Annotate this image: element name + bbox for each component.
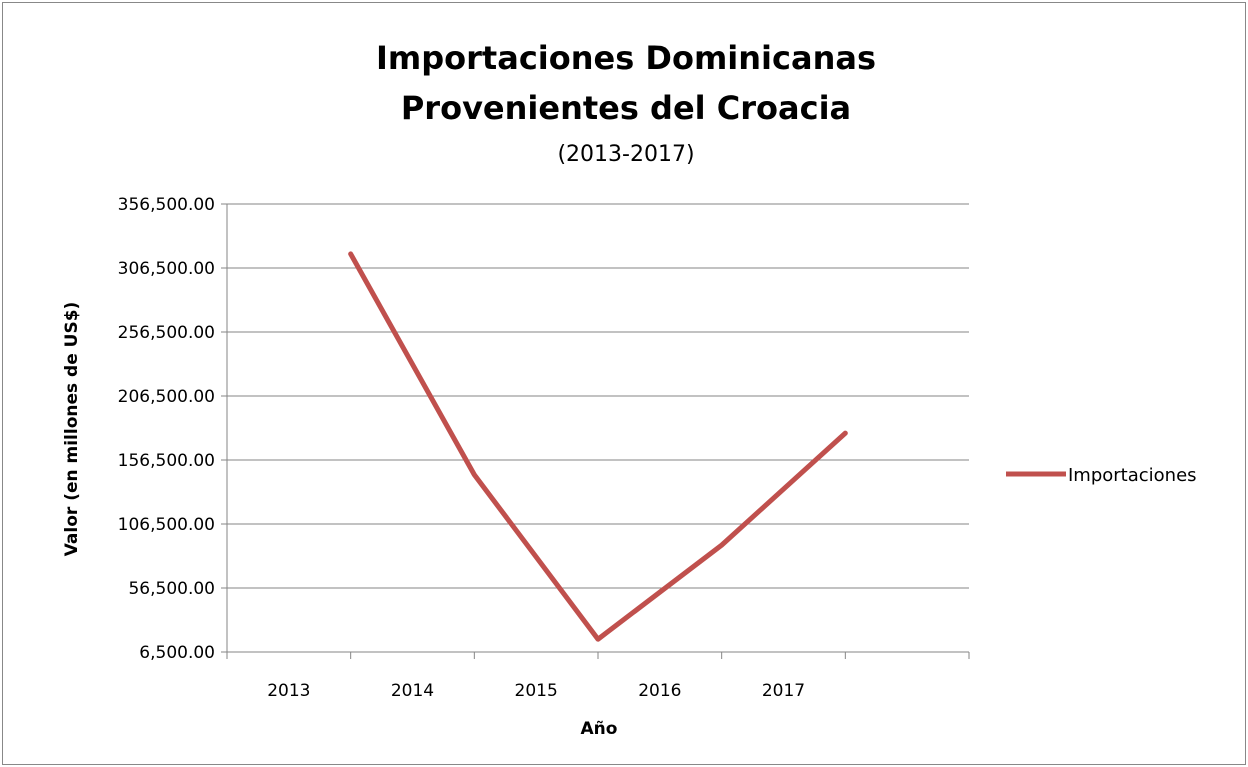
- gridlines: [227, 203, 969, 589]
- y-tick-label: 106,500.00: [118, 515, 215, 535]
- chart-title-line-1: Importaciones Dominicanas: [376, 39, 876, 77]
- y-tick-label: 56,500.00: [128, 579, 215, 599]
- y-tick-label: 156,500.00: [118, 451, 215, 471]
- x-tick-label: 2017: [762, 681, 805, 701]
- x-tick-label: 2015: [515, 681, 558, 701]
- x-tick-label: 2013: [267, 681, 310, 701]
- chart-title-line-2: Provenientes del Croacia: [401, 89, 851, 127]
- plot-area: [348, 251, 848, 642]
- legend-label-importaciones: Importaciones: [1068, 465, 1197, 486]
- x-tick-label: 2014: [391, 681, 434, 701]
- y-tick-label: 256,500.00: [118, 323, 215, 343]
- chart-subtitle: (2013-2017): [557, 142, 694, 167]
- series-line-importaciones: [348, 251, 848, 642]
- legend: Importaciones: [1006, 465, 1197, 486]
- x-axis-title: Año: [581, 719, 618, 739]
- line-chart: Importaciones Dominicanas Provenientes d…: [62, 39, 1197, 739]
- y-axis-ticks: 356,500.00 306,500.00 256,500.00 206,500.00…: [118, 195, 227, 663]
- y-tick-label: 206,500.00: [118, 387, 215, 407]
- x-axis: 2013 2014 2015 2016 2017: [226, 204, 970, 701]
- x-tick-label: 2016: [638, 681, 681, 701]
- y-axis-title: Valor (en millones de US$): [62, 302, 82, 557]
- y-tick-label: 6,500.00: [139, 643, 215, 663]
- y-tick-label: 306,500.00: [118, 259, 215, 279]
- y-tick-label: 356,500.00: [118, 195, 215, 215]
